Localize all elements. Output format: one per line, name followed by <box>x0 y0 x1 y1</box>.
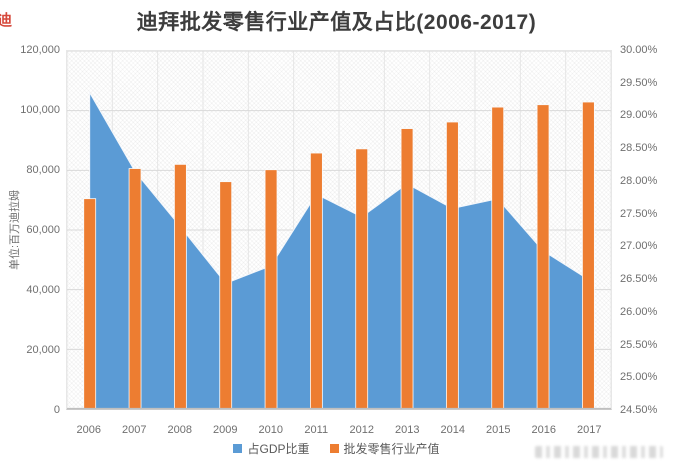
x-axis-label-2008: 2008 <box>167 424 192 436</box>
watermark-smudge <box>535 446 663 458</box>
output-value-bar-2006 <box>83 198 97 409</box>
right-axis-tick-27.00%: 27.00% <box>620 240 658 253</box>
right-axis-tick-29.00%: 29.00% <box>620 109 658 122</box>
x-axis-label-2016: 2016 <box>531 424 556 436</box>
right-axis-tick-25.50%: 25.50% <box>620 338 658 351</box>
left-axis-tick-120,000: 120,000 <box>20 44 60 56</box>
x-axis-label-2010: 2010 <box>258 424 283 436</box>
left-axis-tick-100,000: 100,000 <box>20 104 60 116</box>
left-axis-tick-80,000: 80,000 <box>26 164 60 176</box>
gdp-share-swatch <box>233 444 243 453</box>
output-value-bar-2014 <box>446 121 459 409</box>
x-axis-label-2013: 2013 <box>395 424 420 436</box>
plot-svg <box>67 51 611 409</box>
left-axis-tick-60,000: 60,000 <box>26 224 60 236</box>
left-axis-tick-40,000: 40,000 <box>26 284 60 296</box>
output-value-bar-2007 <box>128 168 142 409</box>
output-value-bar-2013 <box>400 128 414 409</box>
x-axis-label-2012: 2012 <box>349 424 374 436</box>
x-axis-label-2015: 2015 <box>486 424 511 436</box>
output-value-bar-2011 <box>310 152 323 409</box>
right-axis-tick-24.50%: 24.50% <box>620 404 658 416</box>
x-axis-label-2017: 2017 <box>577 424 602 436</box>
left-axis-tick-0: 0 <box>53 404 60 416</box>
legend-item-gdp-share: 占GDP比重 <box>233 440 310 457</box>
x-axis-label-2011: 2011 <box>304 424 329 436</box>
right-axis-tick-29.50%: 29.50% <box>620 76 658 89</box>
output-value-bar-2010 <box>264 169 278 409</box>
right-axis-tick-28.00%: 28.00% <box>620 174 658 187</box>
right-axis-tick-25.00%: 25.00% <box>620 371 658 384</box>
x-axis-label-2014: 2014 <box>440 424 465 436</box>
right-axis-tick-26.50%: 26.50% <box>620 273 658 286</box>
output-value-bar-2016 <box>536 104 550 409</box>
output-value-swatch <box>329 444 339 453</box>
legend-item-output-value: 批发零售行业产值 <box>329 440 440 457</box>
output-value-bar-2009 <box>219 181 233 409</box>
output-value-bar-2015 <box>491 106 505 409</box>
chart-title: 迪拜批发零售行业产值及占比(2006-2017) <box>136 11 537 34</box>
legend-label-gdp-share: 占GDP比重 <box>247 442 310 456</box>
legend-label-output-value: 批发零售行业产值 <box>343 442 440 456</box>
output-value-bar-2008 <box>174 163 187 409</box>
x-axis-label-2009: 2009 <box>213 424 238 436</box>
output-value-bar-2012 <box>355 148 369 409</box>
output-value-bar-2017 <box>582 101 595 409</box>
right-axis-tick-28.50%: 28.50% <box>620 142 658 155</box>
left-axis-tick-20,000: 20,000 <box>26 344 60 356</box>
right-axis-tick-27.50%: 27.50% <box>620 207 658 220</box>
legend: 占GDP比重 批发零售行业产值 <box>0 440 673 457</box>
red-watermark-mark: 迪 <box>0 12 12 28</box>
x-axis-label-2007: 2007 <box>122 424 147 436</box>
plot-area <box>66 50 612 410</box>
right-axis-tick-26.00%: 26.00% <box>620 305 658 318</box>
x-axis-label-2006: 2006 <box>76 424 101 436</box>
right-axis-tick-30.00%: 30.00% <box>620 44 658 56</box>
